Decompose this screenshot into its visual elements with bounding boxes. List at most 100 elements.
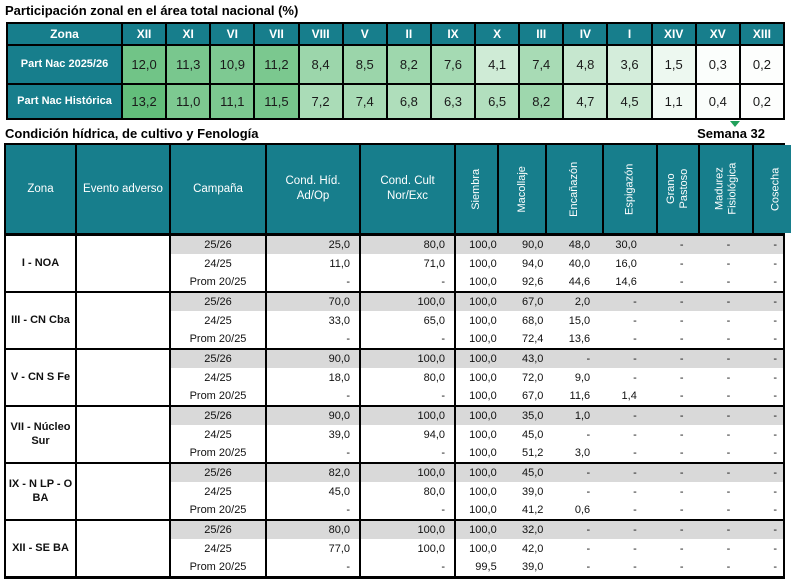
vertical-header-line: Macollaje (515, 165, 528, 213)
value-cell: 11,0 (267, 254, 361, 273)
value-cell: 80,0 (361, 236, 456, 254)
vertical-header-line: Espigazón (623, 163, 636, 215)
phenology-column-header: Espigazón (604, 145, 656, 233)
phenology-column-header: Macollaje (498, 145, 546, 233)
zone-group: III - CN Cba 25/26 70,0 100,0 100,0 67,0 2,0- -… (4, 293, 785, 350)
value-cell: - (596, 501, 643, 519)
value-cell: 90,0 (267, 350, 361, 368)
value-cell: - (736, 539, 783, 558)
zone-column-header: I (608, 24, 651, 44)
value-cell: - (689, 425, 737, 444)
zone-column-header: VI (211, 24, 254, 44)
value-cell: 30,0 (596, 236, 643, 254)
participation-value-cell: 11,5 (255, 85, 298, 118)
vertical-header-line: Fisiológica (725, 163, 738, 215)
value-cell: 82,0 (267, 464, 361, 482)
zone-column-header: IX (431, 24, 475, 44)
campaign-cell: Prom 20/25 (171, 273, 267, 291)
campaign-cell: 24/25 (171, 254, 267, 273)
column-header: Zona (6, 145, 75, 233)
participation-value-cell: 11,1 (211, 85, 254, 118)
value-cell: 35,0 (502, 407, 550, 425)
zone-column-header: III (520, 24, 563, 44)
value-cell: 100,0 (456, 521, 503, 539)
value-cell: - (642, 501, 690, 519)
participation-value-cell: 7,4 (343, 85, 386, 118)
evento-cell (77, 236, 171, 291)
value-cell: - (642, 330, 690, 348)
value-cell: 41,2 (502, 501, 550, 519)
value-cell: 32,0 (502, 521, 550, 539)
value-cell: - (596, 482, 643, 501)
value-cell: - (642, 464, 690, 482)
value-cell: - (642, 407, 690, 425)
value-cell: - (736, 350, 783, 368)
campaign-cell: Prom 20/25 (171, 501, 267, 519)
column-header: Campaña (171, 145, 265, 233)
value-cell: - (642, 368, 690, 387)
condition-table-header: Zona Evento adverso Campaña Cond. Híd. Ad/O… (4, 143, 791, 236)
zone-cell: V - CN S Fe (6, 350, 77, 405)
value-cell: 1,4 (596, 387, 643, 405)
zone-group: I - NOA 25/26 25,0 80,0 100,0 90,0 48,0 30,0- - -… (4, 236, 785, 293)
value-cell: - (689, 521, 737, 539)
value-cell: - (549, 558, 597, 576)
value-cell: 100,0 (456, 330, 503, 348)
value-cell: 100,0 (361, 350, 456, 368)
value-cell: 94,0 (361, 425, 456, 444)
value-cell: 15,0 (549, 311, 597, 330)
participation-value-cell: 13,2 (123, 85, 166, 118)
value-cell: - (736, 254, 783, 273)
value-cell: 67,0 (502, 293, 550, 311)
value-cell: - (736, 387, 783, 405)
participation-value-cell: 4,5 (608, 85, 651, 118)
value-cell: - (689, 236, 737, 254)
value-cell: 39,0 (502, 482, 550, 501)
value-cell: - (689, 558, 737, 576)
value-cell: - (736, 311, 783, 330)
participation-value-cell: 0,3 (696, 46, 739, 83)
zone-column-header: XIII (740, 24, 783, 44)
value-cell: - (267, 387, 361, 405)
value-cell: 65,0 (361, 311, 456, 330)
value-cell: - (267, 501, 361, 519)
zona-corner-header: Zona (8, 24, 121, 44)
campaign-cell: 24/25 (171, 425, 267, 444)
value-cell: - (596, 558, 643, 576)
campaign-cell: Prom 20/25 (171, 444, 267, 462)
condition-table-body: I - NOA 25/26 25,0 80,0 100,0 90,0 48,0 30,0- - -… (4, 236, 785, 579)
value-cell: - (267, 273, 361, 291)
campaign-cell: 25/26 (171, 350, 267, 368)
zone-group: IX - N LP - O BA 25/26 82,0 100,0 100,0 45,0-… (4, 464, 785, 521)
participation-value-cell: 10,9 (211, 46, 254, 83)
value-cell: 100,0 (456, 368, 503, 387)
value-cell: 100,0 (361, 293, 456, 311)
value-cell: - (642, 539, 690, 558)
zone-column-header: V (343, 24, 386, 44)
vertical-header-line: Pastoso (677, 169, 690, 209)
value-cell: - (689, 539, 737, 558)
value-cell: - (361, 387, 456, 405)
value-cell: - (267, 558, 361, 576)
zone-cell: III - CN Cba (6, 293, 77, 348)
value-cell: - (549, 464, 597, 482)
value-cell: - (267, 444, 361, 462)
column-header: Cond. Híd. Ad/Op (267, 145, 359, 233)
value-cell: 72,0 (502, 368, 550, 387)
value-cell: - (596, 350, 643, 368)
zone-group: XII - SE BA 25/26 80,0 100,0 100,0 32,0- - - - -2… (4, 521, 785, 579)
value-cell: - (736, 293, 783, 311)
value-cell: - (361, 273, 456, 291)
value-cell: 33,0 (267, 311, 361, 330)
value-cell: - (267, 330, 361, 348)
value-cell: - (642, 425, 690, 444)
value-cell: 70,0 (267, 293, 361, 311)
participation-value-cell: 11,3 (167, 46, 210, 83)
value-cell: - (736, 273, 783, 291)
value-cell: - (736, 236, 783, 254)
participation-value-cell: 8,4 (299, 46, 342, 83)
value-cell: 100,0 (456, 273, 503, 291)
vertical-header-line: Grano (665, 173, 678, 205)
value-cell: - (689, 387, 737, 405)
value-cell: - (549, 482, 597, 501)
